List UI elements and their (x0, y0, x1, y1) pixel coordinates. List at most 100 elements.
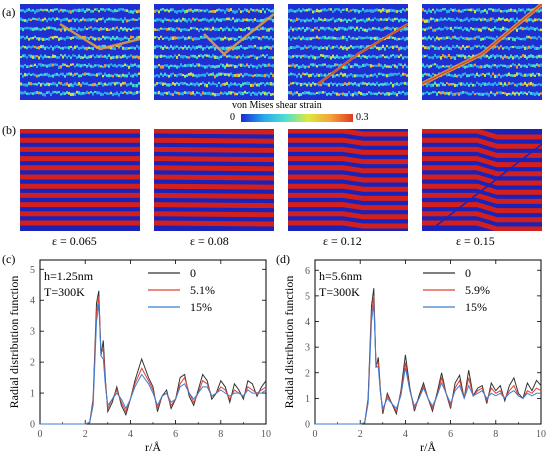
strain-speckle (370, 83, 372, 86)
strain-speckle (486, 54, 488, 58)
strain-speckle (360, 36, 362, 40)
strain-speckle (190, 82, 192, 86)
strain-speckle (520, 46, 522, 49)
strain-speckle (238, 35, 240, 39)
strain-speckle (68, 46, 70, 50)
strain-speckle (40, 37, 42, 41)
strain-speckle (60, 54, 62, 57)
strain-speckle (116, 9, 118, 12)
strain-speckle (460, 54, 462, 58)
atomic-layer (422, 174, 542, 186)
strain-speckle (496, 27, 498, 30)
strain-speckle (528, 27, 530, 31)
strain-speckle (40, 83, 42, 87)
strain-speckle (490, 91, 492, 94)
strain-speckle (502, 17, 504, 20)
strain-speckle (96, 83, 98, 87)
strain-speckle (248, 91, 250, 94)
strain-speckle (368, 17, 370, 21)
strain-speckle (538, 9, 540, 13)
x-tick-label: 10 (261, 429, 271, 440)
strain-speckle (386, 26, 388, 30)
strain-speckle (174, 36, 176, 40)
strain-speckle (128, 27, 130, 30)
strain-speckle (258, 83, 260, 87)
strain-speckle (368, 54, 370, 58)
strain-speckle (450, 83, 452, 86)
strain-speckle (398, 9, 400, 12)
strain-speckle (488, 36, 490, 39)
strain-speckle (540, 92, 542, 95)
strain-speckle (218, 8, 220, 11)
strain-speckle (428, 8, 430, 13)
strain-speckle (30, 54, 32, 58)
strain-speckle (474, 27, 476, 31)
strain-speckle (478, 82, 480, 86)
strain-speckle (260, 92, 262, 96)
strain-speckle (396, 45, 398, 48)
strain-speckle (538, 64, 540, 67)
strain-speckle (104, 64, 106, 68)
strain-speckle (252, 45, 254, 49)
strain-speckle (154, 65, 156, 69)
strain-speckle (238, 8, 240, 11)
strain-speckle (400, 18, 402, 22)
strain-speckle (428, 83, 430, 86)
strain-speckle (512, 56, 514, 60)
strain-speckle (534, 64, 536, 68)
strain-speckle (296, 64, 298, 67)
strain-speckle (492, 63, 494, 67)
strain-speckle (366, 55, 368, 59)
strain-speckle (500, 91, 502, 95)
strain-speckle (42, 64, 44, 67)
strain-speckle (36, 37, 38, 40)
strain-speckle (516, 72, 518, 76)
strain-speckle (440, 27, 442, 31)
strain-speckle (348, 10, 350, 13)
strain-speckle (220, 18, 222, 23)
strain-speckle (336, 28, 338, 31)
strain-speckle (260, 37, 262, 41)
strain-speckle (326, 18, 328, 22)
strain-speckle (318, 17, 320, 21)
strain-speckle (318, 91, 320, 95)
strain-speckle (366, 18, 368, 22)
strain-speckle (212, 37, 214, 41)
strain-speckle (94, 73, 96, 77)
strain-speckle (432, 56, 434, 60)
strain-speckle (352, 18, 354, 21)
strain-speckle (402, 72, 404, 76)
strain-speckle (300, 74, 302, 78)
strain-speckle (242, 91, 244, 96)
strain-speckle (428, 65, 430, 69)
strain-speckle (270, 93, 272, 96)
strain-speckle (516, 65, 518, 69)
y-tick-label: 6 (305, 266, 310, 277)
strain-speckle (462, 28, 464, 32)
strain-speckle (168, 19, 170, 22)
strain-speckle (312, 17, 314, 20)
strain-speckle (80, 28, 82, 32)
strain-speckle (424, 55, 426, 58)
strain-speckle (464, 65, 466, 69)
strain-speckle (442, 36, 444, 40)
strain-speckle (262, 35, 264, 39)
strain-speckle (254, 35, 256, 39)
strain-speckle (180, 19, 182, 23)
strain-speckle (250, 74, 252, 77)
strain-speckle (28, 54, 30, 57)
strain-speckle (524, 10, 526, 14)
strain-speckle (80, 8, 82, 12)
strain-speckle (302, 54, 304, 58)
strain-speckle (430, 44, 432, 48)
strain-speckle (124, 63, 126, 67)
strain-speckle (116, 65, 118, 68)
strain-speckle (242, 82, 244, 86)
strain-speckle (540, 28, 542, 32)
strain-speckle (296, 9, 298, 13)
strain-speckle (244, 18, 246, 21)
strain-speckle (100, 72, 102, 75)
strain-speckle (124, 17, 126, 21)
strain-speckle (266, 92, 268, 96)
strain-speckle (182, 17, 184, 21)
